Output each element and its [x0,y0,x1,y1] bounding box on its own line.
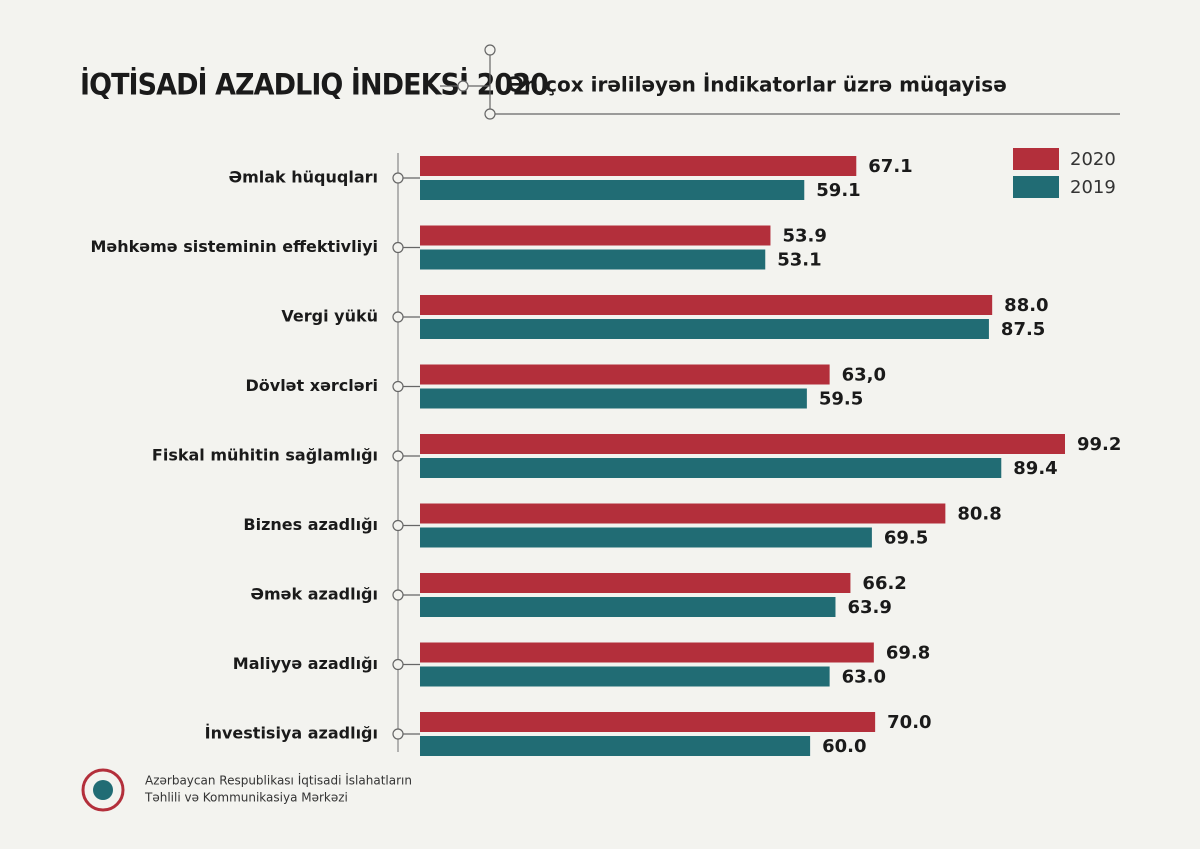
bar [420,503,946,524]
value-label: 88.0 [1004,295,1048,316]
value-label: 87.5 [1001,319,1045,340]
value-label: 60.0 [822,736,866,757]
category-label: Maliyyə azadlığı [233,654,378,673]
bar [420,458,1002,478]
category-dot [392,172,404,184]
category-label: Vergi yükü [281,307,378,326]
bar [420,642,874,663]
category-dot [392,311,404,323]
value-label: 63.9 [847,597,891,618]
legend-label: 2019 [1070,177,1116,198]
bar [420,527,872,548]
legend-swatch [1013,176,1059,198]
bar [420,666,830,687]
bar [420,573,851,593]
bar [420,249,766,270]
chart-subtitle: Ən çox irəliləyən İndikatorlar üzrə müqa… [507,73,1007,97]
footer-text: Azərbaycan Respublikası İqtisadi İslahat… [145,773,412,788]
legend-swatch [1013,148,1059,170]
category-dot [392,241,404,254]
value-label: 59.5 [819,389,863,410]
category-dot [392,450,404,462]
bar [420,156,857,176]
category-dot [392,589,404,601]
value-label: 63.0 [842,667,886,688]
footer-text: Təhlili və Kommunikasiya Mərkəzi [144,791,348,805]
value-label: 53.1 [777,250,821,271]
chart-title: İQTİSADİ AZADLIQ İNDEKSİ 2020 [80,66,548,101]
category-dot [392,519,404,532]
value-label: 69.8 [886,643,930,664]
value-label: 80.8 [957,504,1001,525]
emblem [93,780,113,800]
category-label: Məhkəmə sisteminin effektivliyi [90,237,378,256]
value-label: 89.4 [1013,458,1057,479]
bar [420,319,989,339]
category-dot [392,658,404,671]
bar [420,388,807,409]
bar [420,712,876,732]
category-label: İnvestisiya azadlığı [205,724,378,743]
bar [420,597,836,617]
value-label: 59.1 [816,180,860,201]
bar [420,364,830,385]
value-label: 99.2 [1077,434,1121,455]
category-label: Dövlət xərcləri [245,376,378,395]
category-label: Fiskal mühitin sağlamlığı [152,446,378,465]
decor-dot [457,80,469,92]
category-label: Biznes azadlığı [243,515,378,534]
category-label: Əmək azadlığı [250,585,378,604]
value-label: 69.5 [884,528,928,549]
bar [420,736,811,756]
decor-dot [484,44,496,56]
bar [420,225,771,246]
bar [420,434,1065,454]
value-label: 63,0 [842,365,886,386]
decor-dot [484,108,496,120]
value-label: 67.1 [868,156,912,177]
category-label: Əmlak hüquqları [229,168,378,187]
value-label: 70.0 [887,712,931,733]
value-label: 53.9 [782,226,826,247]
bar [420,180,805,200]
bar [420,295,993,315]
legend-label: 2020 [1070,149,1116,170]
category-dot [392,728,404,740]
value-label: 66.2 [862,573,906,594]
category-dot [392,380,404,393]
